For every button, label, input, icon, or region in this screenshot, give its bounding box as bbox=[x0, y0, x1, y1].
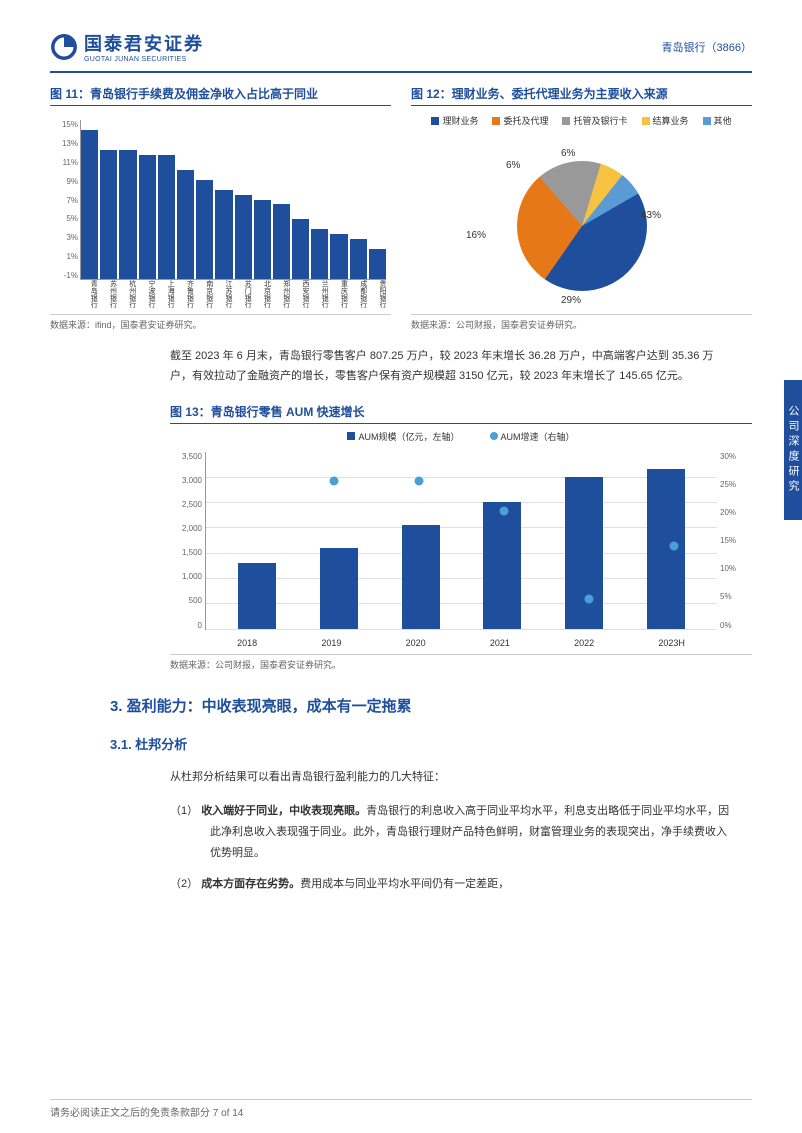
paragraph-1: 截至 2023 年 6 月末，青岛银行零售客户 807.25 万户，较 2023… bbox=[50, 347, 752, 387]
company-logo: 国泰君安证券 GUOTAI JUNAN SECURITIES bbox=[50, 30, 204, 63]
logo-text-cn: 国泰君安证券 bbox=[84, 30, 204, 56]
item-2-text: 费用成本与同业平均水平间仍有一定差距， bbox=[300, 878, 509, 890]
logo-icon bbox=[50, 33, 78, 61]
item-1-bold: 收入端好于同业，中收表现亮眼。 bbox=[201, 805, 366, 817]
side-tab: 公司深度研究 bbox=[784, 380, 802, 520]
chart-11-title: 图 11：青岛银行手续费及佣金净收入占比高于同业 bbox=[50, 85, 391, 106]
section-3-intro: 从杜邦分析结果可以看出青岛银行盈利能力的几大特征： bbox=[50, 767, 752, 788]
chart-13-source: 数据来源：公司财报，国泰君安证券研究。 bbox=[170, 654, 752, 671]
chart-12-title: 图 12：理财业务、委托代理业务为主要收入来源 bbox=[411, 85, 752, 106]
chart-13-title: 图 13：青岛银行零售 AUM 快速增长 bbox=[170, 403, 752, 424]
chart-12: 图 12：理财业务、委托代理业务为主要收入来源 理财业务委托及代理托管及银行卡结… bbox=[411, 85, 752, 331]
list-item-1: （1） 收入端好于同业，中收表现亮眼。青岛银行的利息收入高于同业平均水平，利息支… bbox=[170, 801, 732, 864]
page-footer: 请务必阅读正文之后的免责条款部分 7 of 14 bbox=[50, 1099, 752, 1119]
item-2-bold: 成本方面存在劣势。 bbox=[201, 878, 300, 890]
side-tab-label: 公司深度研究 bbox=[785, 405, 801, 495]
chart-11-plot: 15%13%11%9%7%5%3%1%-1%青岛银行苏州银行杭州银行宁波银行上海… bbox=[50, 110, 391, 310]
item-2-num: （2） bbox=[170, 878, 198, 890]
item-1-num: （1） bbox=[170, 805, 198, 817]
chart-11: 图 11：青岛银行手续费及佣金净收入占比高于同业 15%13%11%9%7%5%… bbox=[50, 85, 391, 331]
stock-code: 青岛银行（3866） bbox=[662, 39, 752, 55]
chart-13: 图 13：青岛银行零售 AUM 快速增长 AUM规模（亿元，左轴）AUM增速（右… bbox=[50, 403, 752, 671]
logo-text-en: GUOTAI JUNAN SECURITIES bbox=[84, 56, 204, 63]
chart-11-source: 数据来源：ifind，国泰君安证券研究。 bbox=[50, 314, 391, 331]
section-3-1-heading: 3.1. 杜邦分析 bbox=[50, 734, 752, 753]
section-3-heading: 3. 盈利能力：中收表现亮眼，成本有一定拖累 bbox=[50, 695, 752, 716]
chart-13-plot: AUM规模（亿元，左轴）AUM增速（右轴）3,5003,0002,5002,00… bbox=[170, 430, 752, 650]
chart-12-plot: 理财业务委托及代理托管及银行卡结算业务其他43%29%16%6%6% bbox=[411, 110, 752, 310]
chart-12-source: 数据来源：公司财报，国泰君安证券研究。 bbox=[411, 314, 752, 331]
list-item-2: （2） 成本方面存在劣势。费用成本与同业平均水平间仍有一定差距， bbox=[170, 874, 732, 895]
page-header: 国泰君安证券 GUOTAI JUNAN SECURITIES 青岛银行（3866… bbox=[50, 30, 752, 73]
